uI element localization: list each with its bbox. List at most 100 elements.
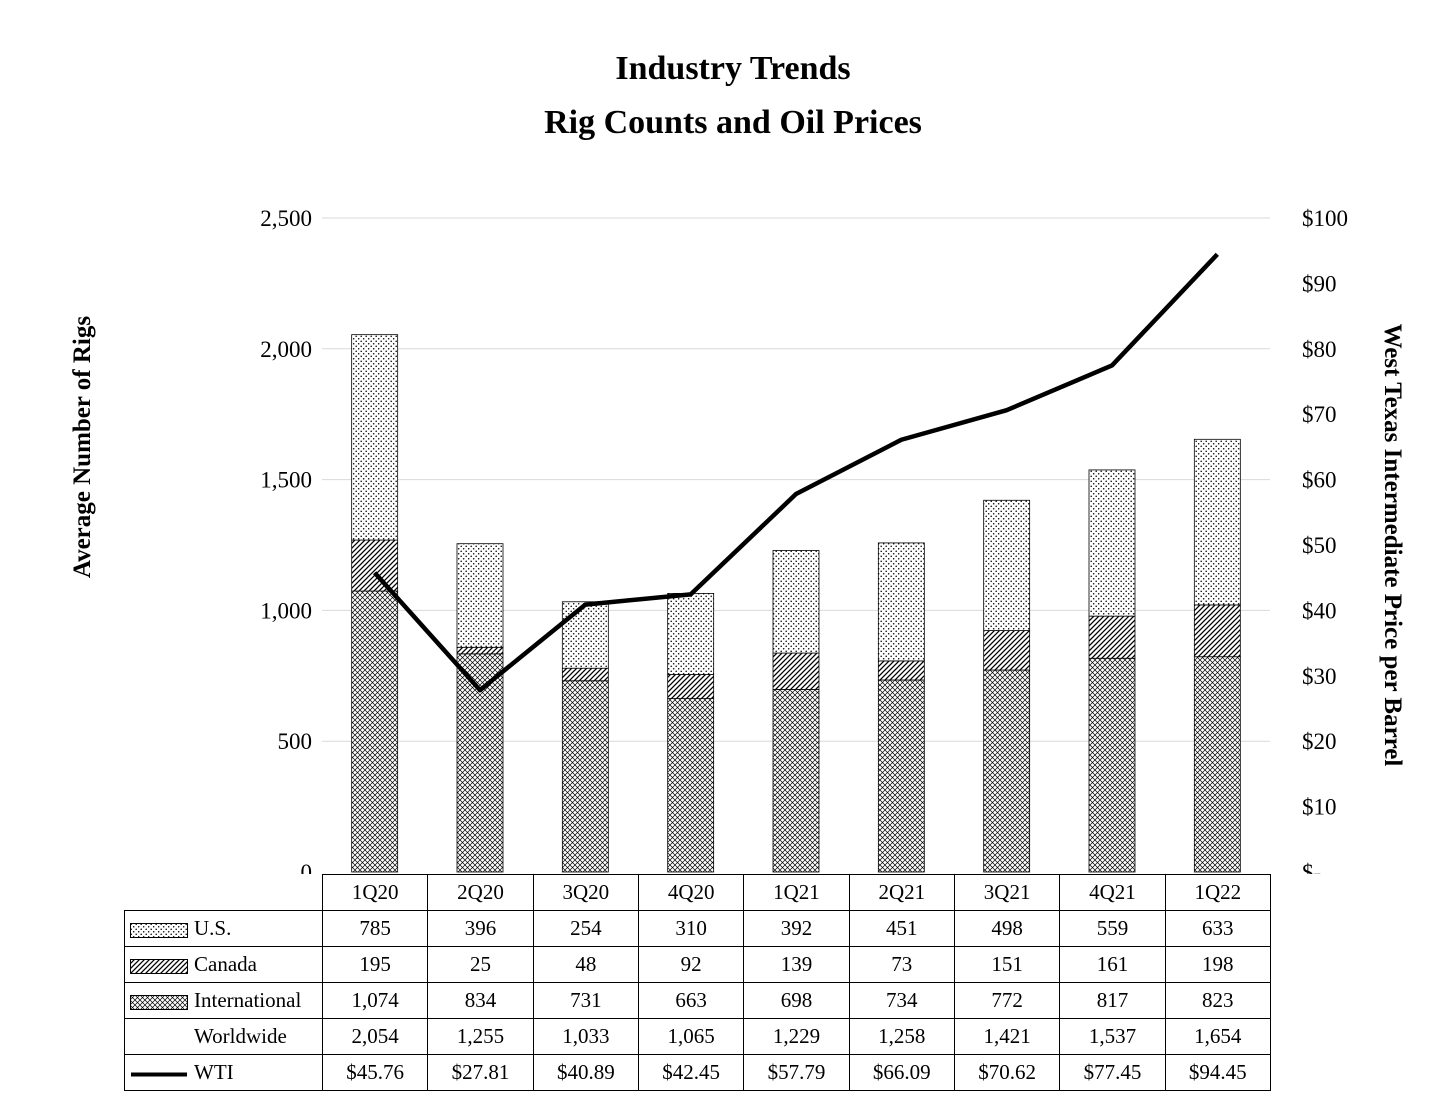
chart-title-line2: Rig Counts and Oil Prices	[544, 104, 922, 142]
legend-swatch-dots	[130, 922, 188, 938]
table-cell: $70.62	[953, 1054, 1061, 1091]
right-tick-label: $80	[1302, 337, 1337, 362]
table-row-canada: Canada 195 25 48 92 139 73 151 161 198	[124, 946, 1271, 983]
chart-title-line1: Industry Trends	[615, 50, 851, 87]
table-header-row: 1Q20 2Q20 3Q20 4Q20 1Q21 2Q21 3Q21 4Q21 1Q22	[125, 874, 1271, 911]
bar-segment-international	[983, 669, 1031, 873]
legend-label: Canada	[194, 952, 257, 976]
table-cell: 785	[321, 910, 429, 947]
bar-segment-us	[772, 550, 820, 654]
table-cell: $45.76	[321, 1054, 429, 1091]
bar-segment-us	[667, 593, 715, 675]
table-cell: 1,255	[427, 1018, 534, 1055]
legend-label: Worldwide	[194, 1024, 287, 1048]
bar-segment-canada	[351, 539, 399, 592]
bar-segment-us	[1088, 469, 1136, 617]
table-cell: 734	[848, 982, 955, 1019]
right-tick-label: $60	[1302, 468, 1337, 493]
legend-swatch-crosshatch	[130, 994, 188, 1010]
bar-segment-us	[561, 601, 609, 669]
left-tick-label: 500	[278, 729, 313, 754]
column-header-4Q21: 4Q21	[1059, 874, 1166, 911]
right-tick-label: $-	[1302, 860, 1321, 874]
wti-line	[372, 252, 1219, 693]
table-cell: 498	[953, 910, 1061, 947]
table-cell: $40.89	[532, 1054, 639, 1091]
table-cell: 1,537	[1059, 1018, 1166, 1055]
table-cell: 254	[532, 910, 639, 947]
table-cell: 698	[743, 982, 850, 1019]
table-cell: 731	[532, 982, 639, 1019]
table-cell: 823	[1164, 982, 1271, 1019]
table-cell: 2,054	[321, 1018, 429, 1055]
right-tick-label: $70	[1302, 402, 1337, 427]
table-row-international: International 1,074 834 731 663 698 734 772 817 8…	[124, 982, 1271, 1019]
column-header-2Q21: 2Q21	[848, 874, 955, 911]
table-cell: 451	[848, 910, 955, 947]
bar-segment-international	[351, 590, 399, 873]
bar-segment-us	[351, 334, 399, 541]
right-tick-label: $50	[1302, 533, 1337, 558]
chart-svg: 0 500 1,000 1,500 2,000 2,500 $- $10 $20 $30 $40 $5…	[260, 206, 1348, 885]
right-tick-label: $100	[1302, 206, 1348, 231]
legend-cell: International	[124, 982, 323, 1019]
legend-label: WTI	[194, 1060, 234, 1084]
table-cell: 48	[532, 946, 639, 983]
legend-swatch-wti-line	[131, 1072, 187, 1077]
legend-swatch-spacer	[130, 1031, 188, 1046]
bar-segment-us	[1193, 438, 1241, 606]
column-header-1Q22: 1Q22	[1164, 874, 1271, 911]
table-cell: 92	[637, 946, 745, 983]
table-cell: 25	[427, 946, 534, 983]
bar-segment-international	[1088, 657, 1136, 873]
bar-segment-us	[456, 543, 504, 648]
table-cell: 139	[743, 946, 850, 983]
right-tick-label: $40	[1302, 598, 1337, 623]
bar-segment-canada	[772, 652, 820, 690]
bar-segment-international	[667, 698, 715, 873]
bar-segment-international	[561, 680, 609, 873]
table-cell: 1,258	[848, 1018, 955, 1055]
table-cell: $27.81	[427, 1054, 534, 1091]
table-cell: 396	[427, 910, 534, 947]
bar-segment-international	[1193, 656, 1241, 873]
table-cell: 1,229	[743, 1018, 850, 1055]
bar-segment-canada	[877, 660, 925, 681]
table-cell: $57.79	[743, 1054, 850, 1091]
table-cell: 1,654	[1164, 1018, 1271, 1055]
legend-cell: WTI	[124, 1054, 323, 1091]
legend-cell: Canada	[124, 946, 323, 983]
bar-segment-us	[983, 499, 1031, 631]
left-tick-label: 2,500	[260, 206, 312, 231]
table-cell: 1,033	[532, 1018, 639, 1055]
table-cell: 817	[1059, 982, 1166, 1019]
bar-segment-canada	[983, 630, 1031, 671]
table-row-wti: WTI $45.76 $27.81 $40.89 $42.45 $57.79 $66.09 $…	[124, 1054, 1271, 1091]
left-tick-label: 2,000	[260, 337, 312, 362]
table-cell: $77.45	[1059, 1054, 1166, 1091]
legend-cell: Worldwide	[124, 1018, 323, 1055]
table-cell: 1,421	[953, 1018, 1061, 1055]
column-header-1Q21: 1Q21	[743, 874, 850, 911]
bar-segment-canada	[667, 674, 715, 699]
left-tick-label: 0	[301, 860, 313, 874]
table-cell: 195	[321, 946, 429, 983]
column-header-2Q20: 2Q20	[427, 874, 534, 911]
table-cell: 772	[953, 982, 1061, 1019]
bar-segment-canada	[561, 667, 609, 682]
data-table: 1Q20 2Q20 3Q20 4Q20 1Q21 2Q21 3Q21 4Q21 1Q22 U.S.…	[124, 874, 1271, 1091]
table-cell: 151	[953, 946, 1061, 983]
column-header-3Q21: 3Q21	[953, 874, 1061, 911]
table-cell: 310	[637, 910, 745, 947]
bar-segment-canada	[1193, 604, 1241, 658]
left-tick-label: 1,000	[260, 598, 312, 623]
bar-segment-canada	[456, 646, 504, 655]
table-cell: 663	[637, 982, 745, 1019]
table-row-worldwide: Worldwide 2,054 1,255 1,033 1,065 1,229 1,258 1…	[124, 1018, 1271, 1055]
table-cell: 1,074	[321, 982, 429, 1019]
legend-cell: U.S.	[124, 910, 323, 947]
column-header-1Q20: 1Q20	[321, 874, 429, 911]
legend-label: International	[194, 988, 302, 1012]
bar-segment-international	[772, 689, 820, 873]
